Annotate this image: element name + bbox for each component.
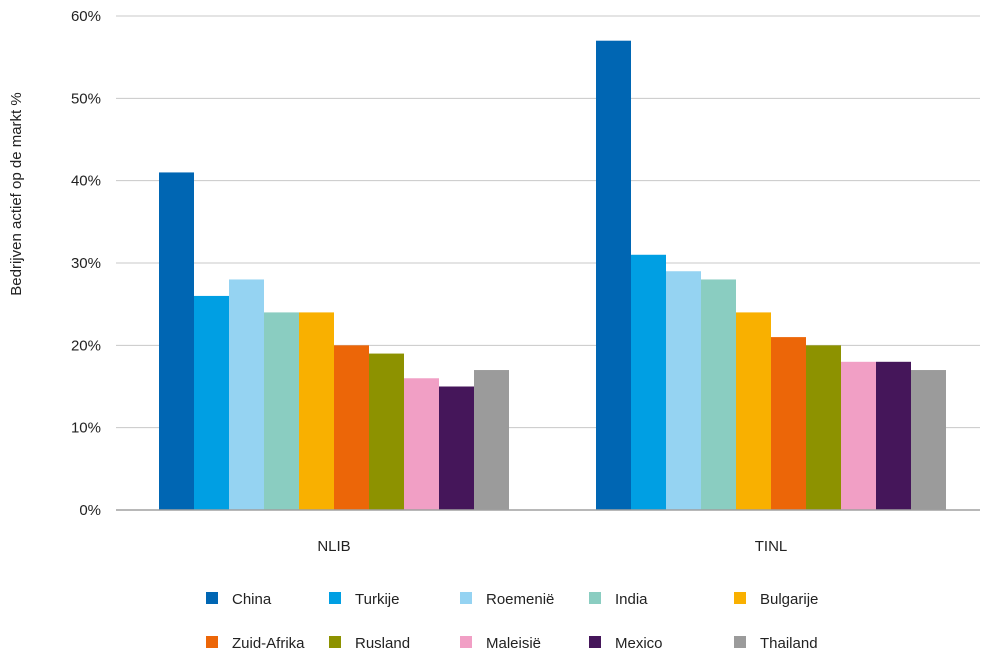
y-axis-ticks: 0% 10% 20% 30% 40% 50% 60% (71, 8, 101, 519)
bar-china-nlib (159, 172, 194, 510)
y-tick-label: 0% (79, 502, 101, 519)
y-tick-label: 40% (71, 173, 101, 190)
bar-china-tinl (596, 40, 631, 510)
bar-mexico-nlib (439, 386, 474, 510)
x-category-label: TINL (755, 538, 788, 555)
x-axis-categories: NLIB TINL (317, 538, 787, 555)
y-axis-title: Bedrijven actief op de markt % (8, 92, 25, 295)
y-tick-label: 30% (71, 255, 101, 272)
legend-label: Maleisië (486, 635, 541, 652)
legend-swatch (589, 636, 601, 648)
y-tick-label: 10% (71, 420, 101, 437)
legend-swatch (589, 592, 601, 604)
legend-swatch (206, 592, 218, 604)
legend-item: Rusland (329, 635, 410, 652)
legend: China Turkije Roemenië India Bulgarije Zuid-A… (206, 591, 818, 652)
bar-india-tinl (701, 279, 736, 510)
bar-bulgarije-tinl (736, 312, 771, 510)
legend-swatch (460, 592, 472, 604)
bar-maleisi--nlib (404, 378, 439, 510)
legend-item: Mexico (589, 635, 663, 652)
bar-bulgarije-nlib (299, 312, 334, 510)
legend-item: Bulgarije (734, 591, 818, 608)
legend-swatch (329, 636, 341, 648)
legend-item: India (589, 591, 648, 608)
legend-item: Turkije (329, 591, 399, 608)
legend-label: Roemenië (486, 591, 554, 608)
y-tick-label: 60% (71, 8, 101, 25)
legend-label: Thailand (760, 635, 818, 652)
legend-label: Turkije (355, 591, 399, 608)
x-category-label: NLIB (317, 538, 350, 555)
bar-roemeni--nlib (229, 279, 264, 510)
legend-label: India (615, 591, 648, 608)
bar-mexico-tinl (876, 361, 911, 510)
legend-label: China (232, 591, 272, 608)
legend-label: Rusland (355, 635, 410, 652)
legend-item: Roemenië (460, 591, 554, 608)
bar-zuid-afrika-tinl (771, 337, 806, 510)
legend-label: Bulgarije (760, 591, 818, 608)
legend-item: Thailand (734, 635, 818, 652)
bar-turkije-tinl (631, 254, 666, 510)
bar-turkije-nlib (194, 295, 229, 510)
bar-maleisi--tinl (841, 361, 876, 510)
bar-rusland-nlib (369, 353, 404, 510)
bar-thailand-tinl (911, 370, 946, 510)
legend-swatch (734, 636, 746, 648)
bar-zuid-afrika-nlib (334, 345, 369, 510)
y-tick-label: 20% (71, 337, 101, 354)
bar-india-nlib (264, 312, 299, 510)
y-tick-label: 50% (71, 90, 101, 107)
legend-item: Zuid-Afrika (206, 635, 305, 652)
legend-swatch (206, 636, 218, 648)
legend-swatch (734, 592, 746, 604)
legend-item: China (206, 591, 272, 608)
bar-rusland-tinl (806, 345, 841, 510)
bar-thailand-nlib (474, 370, 509, 510)
bars (159, 40, 946, 510)
legend-label: Mexico (615, 635, 663, 652)
legend-item: Maleisië (460, 635, 541, 652)
legend-label: Zuid-Afrika (232, 635, 305, 652)
bar-roemeni--tinl (666, 271, 701, 510)
legend-swatch (329, 592, 341, 604)
legend-swatch (460, 636, 472, 648)
